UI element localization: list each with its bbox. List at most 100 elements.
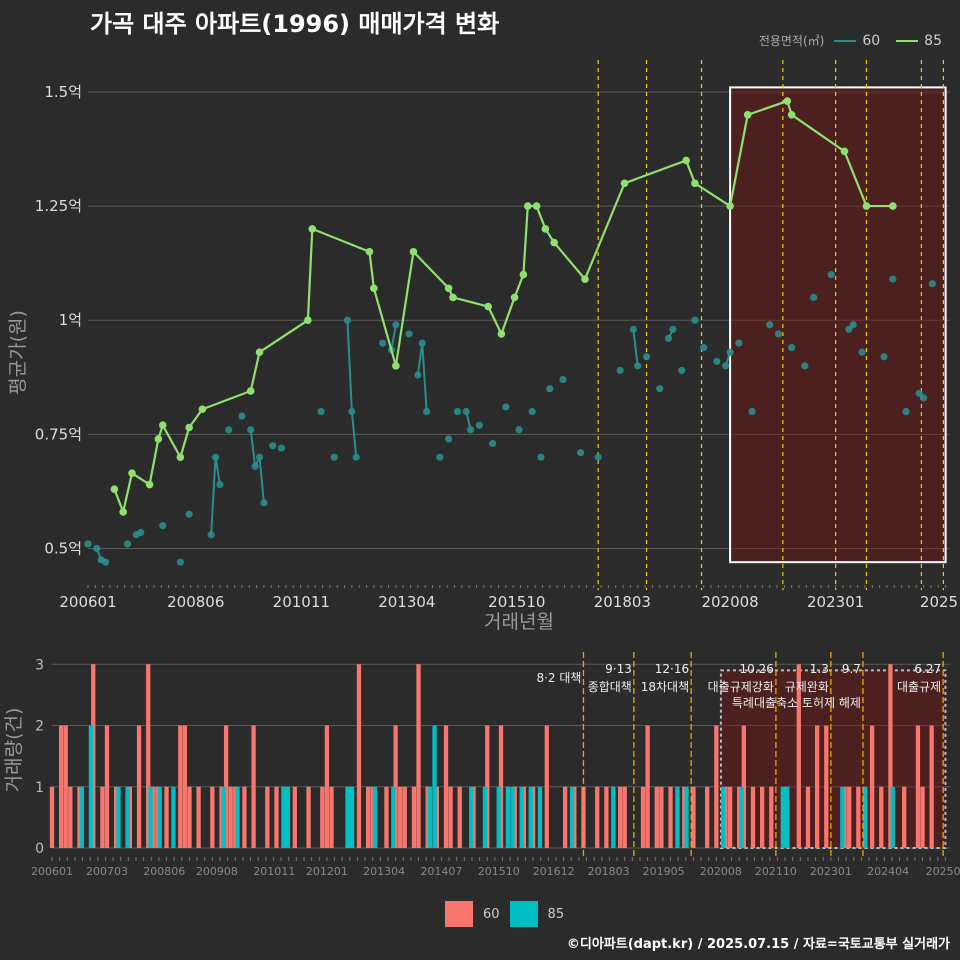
bar-x-tick-label: 200806 (143, 865, 185, 878)
policy-annotation-sublabel: 특례대출축소 토허제 해제 (732, 696, 861, 710)
bar-60 (512, 786, 517, 848)
bar-60 (274, 786, 279, 848)
bar-x-tick-label: 201407 (420, 865, 462, 878)
policy-annotation-sublabel: 종합대책 (588, 679, 632, 694)
bar-60 (824, 725, 829, 848)
bar-60 (902, 786, 907, 848)
bar-60 (146, 664, 151, 848)
bar-60 (242, 786, 247, 848)
x-tick-label: 201803 (594, 593, 651, 611)
series-60-point (634, 362, 642, 370)
series-85-point (198, 405, 207, 414)
bar-x-tick-label: 201803 (588, 865, 630, 878)
bar-60 (530, 786, 536, 848)
bar-60 (727, 786, 733, 848)
legend-item-85: 85 (924, 32, 942, 49)
bar-85 (721, 786, 726, 848)
series-85-point (158, 421, 167, 430)
bar-60 (714, 725, 719, 848)
series-60-point (101, 558, 110, 566)
chart-title: 가곡 대주 아파트(1996) 매매가격 변화 (90, 10, 500, 38)
bar-85 (79, 786, 84, 848)
series-60-point (343, 316, 352, 324)
series-60-point (889, 275, 897, 283)
bar-60 (164, 786, 169, 848)
bar-60 (187, 786, 192, 848)
series-60-segment (210, 457, 217, 535)
bar-x-tick-label: 200601 (31, 865, 73, 878)
legend-swatch-85 (896, 39, 919, 42)
series-60-point (515, 426, 523, 434)
series-60-point (467, 426, 475, 434)
bar-60 (847, 786, 852, 848)
bar-60 (659, 786, 664, 848)
y-tick-label: 1.5억 (44, 83, 82, 101)
highlight-region (729, 86, 947, 564)
series-85-point (743, 110, 752, 119)
series-85-point (255, 348, 264, 356)
policy-annotation-sublabel: 대출규제 (897, 680, 941, 694)
bar-85 (739, 786, 744, 848)
series-60-point (546, 385, 554, 393)
bar-85 (780, 786, 785, 848)
bar-60 (796, 664, 801, 848)
series-85-point (783, 97, 792, 105)
series-60-point (678, 366, 686, 375)
series-85-point (119, 508, 127, 516)
y-axis-title: 평균가(원) (7, 310, 29, 395)
bar-60 (68, 786, 73, 848)
bar-85 (345, 786, 350, 848)
series-60-point (269, 442, 277, 450)
bar-85 (432, 725, 437, 848)
series-60-point (418, 339, 426, 347)
bar-60 (393, 725, 398, 848)
series-60-point (475, 421, 484, 429)
series-60-point (726, 348, 734, 356)
series-60-point (713, 357, 721, 365)
series-85-point (862, 202, 871, 210)
series-60-point (436, 453, 444, 461)
bar-y-axis-title: 거래량(건) (3, 708, 25, 793)
bar-60 (668, 786, 673, 848)
bar-x-tick-label: 201201 (306, 865, 348, 878)
series-60-point (225, 426, 233, 434)
policy-annotation-label: 9·13 (605, 662, 632, 676)
series-60-point (453, 407, 462, 416)
series-60-point (920, 394, 928, 402)
bar-60 (91, 664, 96, 848)
bar-85 (171, 786, 176, 848)
policy-annotation-sublabel: 대출규제강화 (708, 680, 774, 694)
bar-60 (411, 786, 417, 848)
bar-60 (645, 725, 650, 848)
x-tick-label: 201510 (488, 593, 545, 611)
bar-x-tick-label: 202301 (810, 865, 852, 878)
bar-60 (416, 664, 421, 848)
bar-85 (285, 786, 291, 848)
bar-60 (434, 786, 440, 848)
series-85-point (532, 202, 541, 210)
bar-60 (228, 786, 233, 848)
series-60-point (159, 522, 167, 530)
series-85-point (691, 179, 699, 188)
bar-60 (856, 786, 861, 848)
bar-60 (329, 786, 334, 848)
series-60-segment (346, 320, 353, 412)
bar-60 (769, 786, 774, 848)
x-tick-label: 201304 (378, 593, 435, 611)
bar-60 (741, 725, 746, 848)
x-axis-title: 거래년월 (484, 611, 554, 633)
series-60-point (317, 407, 325, 416)
series-60-point (700, 344, 708, 352)
series-60-segment (249, 429, 257, 467)
series-60-point (414, 371, 422, 379)
series-60-point (238, 412, 246, 420)
bar-85 (281, 786, 286, 848)
bar-60 (521, 786, 527, 848)
bar-x-tick-label: 201304 (363, 865, 405, 878)
bar-60 (265, 786, 270, 848)
bar-60 (723, 786, 728, 848)
bar-60 (233, 786, 238, 848)
series-60-point (669, 325, 677, 333)
x-tick-label: 200806 (167, 593, 224, 611)
bar-60 (196, 786, 201, 848)
